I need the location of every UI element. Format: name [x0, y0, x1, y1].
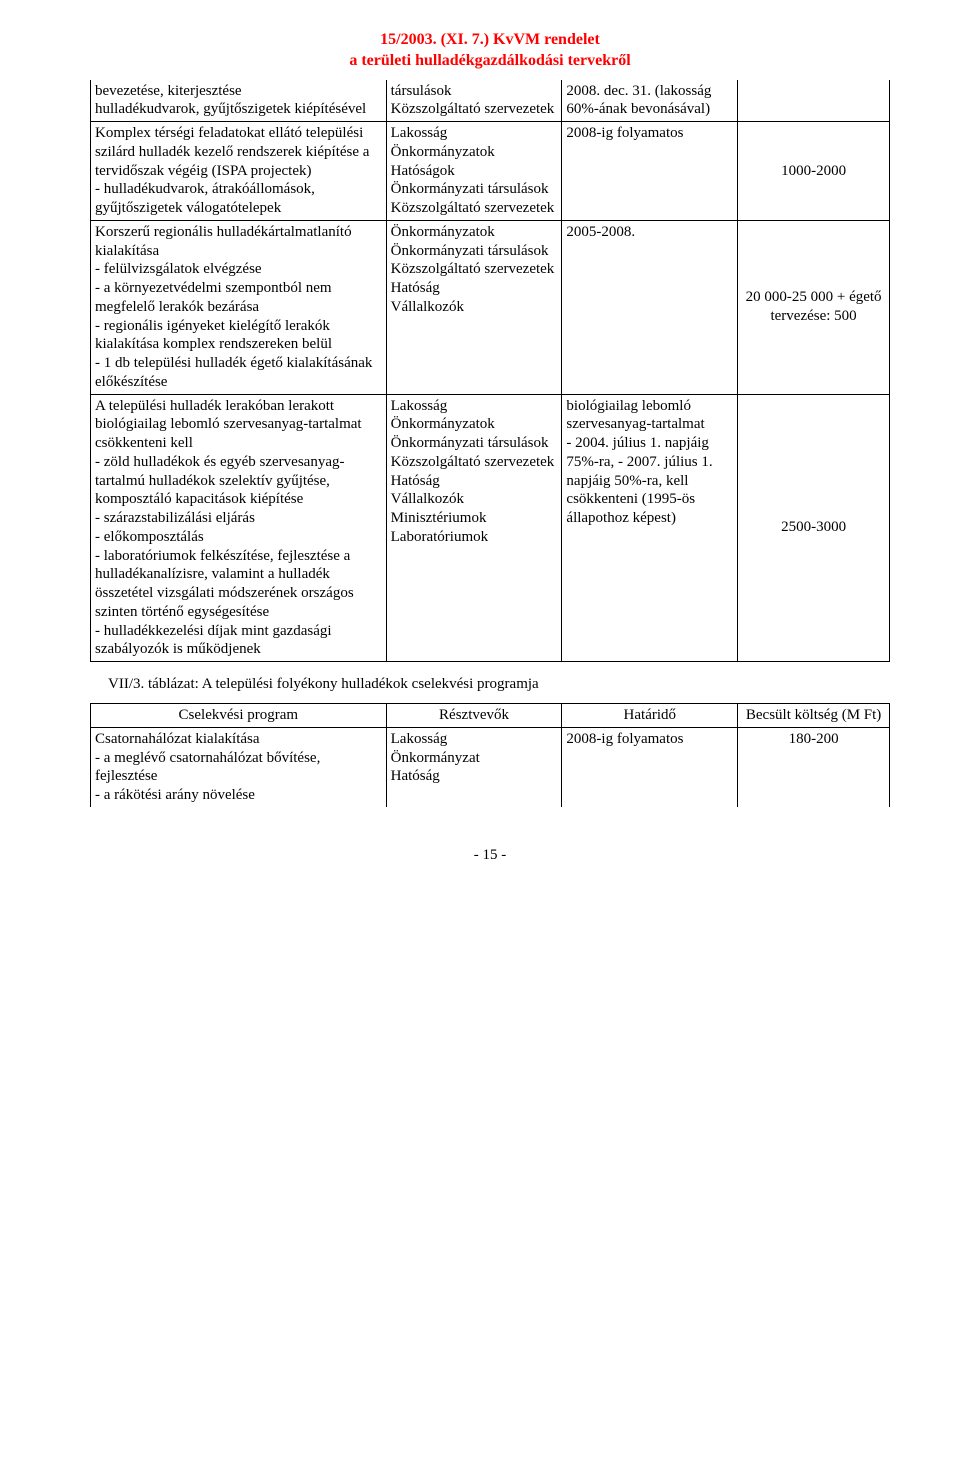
cell-action: Komplex térségi feladatokat ellátó telep…	[91, 122, 387, 221]
table-header-row: Cselekvési program Résztvevők Határidő B…	[91, 704, 890, 728]
cell-participants: társulásokKözszolgáltató szervezetek	[386, 80, 562, 122]
table-row: Komplex térségi feladatokat ellátó telep…	[91, 122, 890, 221]
table-secondary: Cselekvési program Résztvevők Határidő B…	[90, 703, 890, 807]
table-row: A települési hulladék lerakóban lerakott…	[91, 394, 890, 662]
table-row: Csatornahálózat kialakítása- a meglévő c…	[91, 727, 890, 807]
col-header-participants: Résztvevők	[386, 704, 562, 728]
col-header-program: Cselekvési program	[91, 704, 387, 728]
table-row: bevezetése, kiterjesztésehulladékudvarok…	[91, 80, 890, 122]
page-footer: - 15 -	[90, 847, 890, 864]
cell-cost: 20 000-25 000 + égető tervezése: 500	[738, 220, 890, 394]
cell-deadline: 2008-ig folyamatos	[562, 727, 738, 807]
document-title: 15/2003. (XI. 7.) KvVM rendelet a terüle…	[90, 30, 890, 72]
title-line-1: 15/2003. (XI. 7.) KvVM rendelet	[380, 31, 600, 48]
cell-participants: LakosságÖnkormányzatokHatóságokÖnkormány…	[386, 122, 562, 221]
cell-participants: ÖnkormányzatokÖnkormányzati társulásokKö…	[386, 220, 562, 394]
col-header-cost: Becsült költség (M Ft)	[738, 704, 890, 728]
cell-participants: LakosságÖnkormányzatokÖnkormányzati társ…	[386, 394, 562, 662]
table-main: bevezetése, kiterjesztésehulladékudvarok…	[90, 80, 890, 663]
cell-deadline: 2008. dec. 31. (lakosság 60%-ának bevoná…	[562, 80, 738, 122]
cell-deadline: 2008-ig folyamatos	[562, 122, 738, 221]
cell-action: A települési hulladék lerakóban lerakott…	[91, 394, 387, 662]
cell-cost	[738, 80, 890, 122]
col-header-deadline: Határidő	[562, 704, 738, 728]
table-row: Korszerű regionális hulladékártalmatlaní…	[91, 220, 890, 394]
title-line-2: a területi hulladékgazdálkodási tervekrő…	[349, 52, 630, 69]
cell-deadline: biológiailag lebomló szervesanyag-tartal…	[562, 394, 738, 662]
cell-cost: 2500-3000	[738, 394, 890, 662]
cell-action: bevezetése, kiterjesztésehulladékudvarok…	[91, 80, 387, 122]
section-title: VII/3. táblázat: A települési folyékony …	[108, 676, 890, 693]
page-number: - 15 -	[474, 847, 507, 863]
cell-cost: 180-200	[738, 727, 890, 807]
cell-action: Korszerű regionális hulladékártalmatlaní…	[91, 220, 387, 394]
cell-deadline: 2005-2008.	[562, 220, 738, 394]
cell-program: Csatornahálózat kialakítása- a meglévő c…	[91, 727, 387, 807]
cell-cost: 1000-2000	[738, 122, 890, 221]
cell-participants: LakosságÖnkormányzatHatóság	[386, 727, 562, 807]
